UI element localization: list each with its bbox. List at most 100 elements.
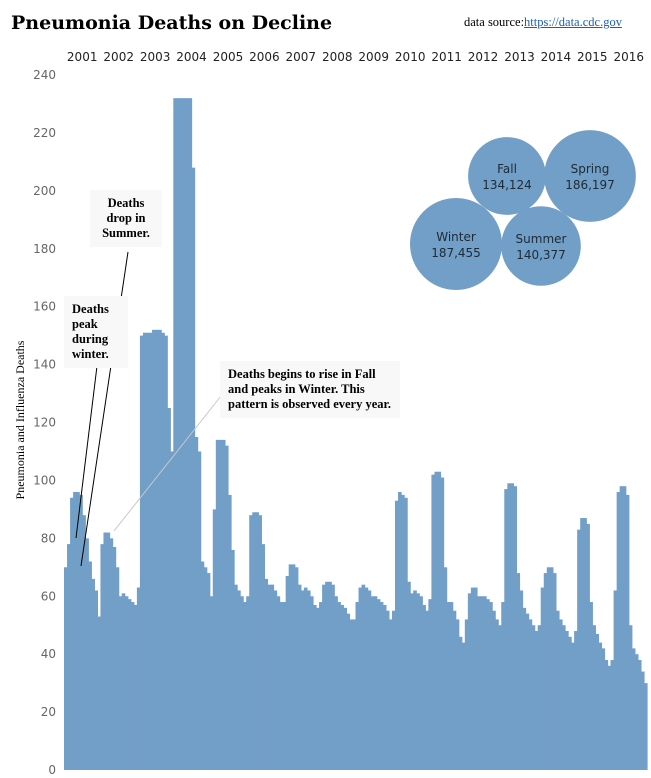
bar: [246, 596, 250, 770]
bar: [306, 590, 311, 770]
bubble-value: 134,124: [482, 178, 532, 192]
bar: [528, 619, 533, 770]
bar: [379, 602, 384, 770]
y-axis: 0 20 40 60 80 100 120 140 160 180 200 220 240: [33, 68, 56, 777]
bar: [470, 587, 475, 770]
bar: [267, 584, 272, 770]
bar: [130, 602, 135, 770]
bar: [552, 573, 557, 770]
bar: [440, 477, 445, 770]
bar: [631, 648, 636, 771]
bubble-value: 140,377: [516, 248, 566, 262]
bar: [76, 492, 80, 770]
bar: [586, 523, 590, 770]
bar: [264, 578, 269, 771]
bubble-winter: [410, 198, 502, 290]
bar: [543, 573, 548, 770]
bar: [382, 604, 387, 770]
bar: [234, 584, 238, 770]
bar: [473, 587, 478, 770]
bar: [355, 602, 360, 770]
bar: [595, 633, 600, 770]
bar: [555, 610, 560, 770]
bar: [179, 98, 184, 771]
bar: [531, 625, 536, 770]
bar: [370, 596, 375, 770]
bar: [164, 335, 168, 771]
bar: [103, 532, 108, 770]
bar: [312, 604, 317, 770]
bar: [489, 602, 493, 770]
bar: [616, 492, 621, 770]
bar: [537, 625, 542, 770]
bar: [258, 515, 262, 770]
bubble-value: 186,197: [565, 178, 615, 192]
bar: [604, 659, 609, 770]
bar: [349, 619, 354, 770]
bar: [385, 610, 390, 770]
bar: [158, 329, 162, 770]
bar: [501, 602, 505, 770]
bar: [288, 564, 293, 770]
bar: [152, 329, 156, 770]
bar: [577, 529, 581, 770]
annotation-winter: Deaths peak during winter.: [64, 296, 128, 368]
bar: [352, 619, 357, 770]
bar: [516, 573, 521, 770]
bar: [534, 631, 539, 770]
y-tick-label: 160: [33, 300, 56, 314]
bar: [422, 604, 426, 770]
bar: [443, 567, 448, 770]
y-tick-label: 240: [33, 68, 56, 82]
bar: [483, 596, 487, 770]
bar: [224, 445, 229, 770]
bar: [358, 587, 363, 770]
data-source-link[interactable]: https://data.cdc.gov: [524, 15, 622, 29]
bar: [176, 98, 180, 771]
bar: [410, 593, 414, 770]
data-source: data source:https://data.cdc.gov: [464, 15, 622, 30]
bar: [476, 596, 481, 770]
bar: [97, 616, 102, 770]
annotation-line: [113, 395, 222, 532]
bar: [592, 625, 596, 770]
bar: [461, 642, 466, 770]
bar: [240, 596, 244, 770]
bar: [625, 494, 630, 770]
bar: [200, 561, 205, 770]
bar: [319, 602, 323, 770]
bar: [558, 619, 563, 770]
bubble-label: Summer: [516, 232, 567, 246]
bar: [331, 584, 335, 770]
year-label: 2006: [249, 50, 280, 64]
y-tick-label: 0: [48, 763, 56, 777]
y-tick-label: 120: [33, 416, 56, 430]
year-label: 2005: [213, 50, 244, 64]
bar: [285, 575, 290, 770]
bar: [291, 564, 296, 770]
bar: [149, 332, 153, 770]
year-label: 2012: [468, 50, 499, 64]
bar: [197, 451, 202, 770]
bar: [309, 596, 314, 770]
annotation-line: [75, 365, 98, 539]
bar: [185, 98, 190, 771]
bar: [337, 602, 341, 770]
bar: [206, 573, 211, 770]
bar: [546, 567, 551, 770]
y-tick-label: 80: [41, 531, 56, 545]
bar: [325, 581, 329, 770]
bar: [446, 602, 451, 770]
bar: [361, 584, 366, 770]
bar: [276, 596, 281, 770]
bar: [522, 607, 527, 770]
bar: [273, 590, 278, 770]
bar: [121, 593, 126, 770]
bar: [231, 549, 235, 770]
bar: [170, 451, 174, 770]
bar: [203, 567, 208, 770]
bubble-fall: [468, 137, 546, 215]
bar: [513, 486, 518, 770]
bar: [322, 584, 326, 770]
bar: [136, 587, 141, 770]
